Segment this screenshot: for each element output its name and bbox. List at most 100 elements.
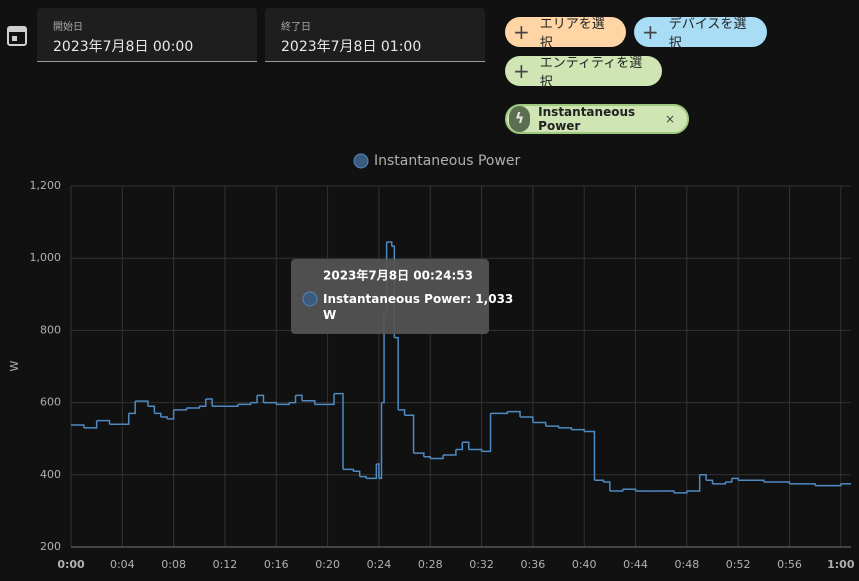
- power-step: [154, 412, 162, 418]
- entity-icon: ϟ: [509, 106, 531, 132]
- power-step: [257, 394, 265, 403]
- power-step: [699, 474, 707, 481]
- power-step: [250, 395, 258, 404]
- power-step: [353, 470, 361, 477]
- power-step: [584, 430, 596, 481]
- power-step: [520, 416, 534, 423]
- power-step: [712, 482, 727, 485]
- legend-label[interactable]: Instantaneous Power: [374, 153, 521, 169]
- power-step: [594, 479, 605, 483]
- x-tick-label: 0:28: [418, 558, 443, 571]
- power-step: [83, 420, 98, 429]
- power-step: [381, 312, 385, 404]
- power-step: [468, 448, 483, 452]
- x-tick-label: 0:56: [777, 558, 802, 571]
- power-step: [443, 449, 457, 456]
- power-step: [295, 394, 303, 401]
- power-step: [386, 241, 393, 247]
- tooltip-line: W: [323, 308, 336, 322]
- start-label: 開始日: [53, 22, 83, 33]
- power-step: [224, 404, 239, 407]
- power-step: [128, 401, 136, 415]
- x-tick-label: 0:20: [315, 558, 340, 571]
- power-step: [398, 409, 406, 416]
- tooltip: 2023年7月8日 00:24:53 Instantaneous Power: …: [291, 259, 513, 334]
- power-step: [763, 481, 791, 484]
- tooltip-text: Instantaneous Power: 1,033 W: [323, 292, 513, 322]
- start-date[interactable]: 開始日 2023年7月8日 00:00: [37, 8, 257, 62]
- power-step: [423, 456, 431, 459]
- entity-label: エンティティを選択: [539, 56, 643, 90]
- selected-entity[interactable]: ϟ Instantaneous Power ×: [505, 104, 689, 134]
- power-step: [622, 488, 637, 492]
- entity-chip[interactable]: + エンティティを選択: [505, 56, 662, 90]
- power-step: [394, 336, 399, 410]
- power-step: [186, 406, 201, 409]
- power-step: [205, 398, 213, 407]
- power-step: [342, 468, 355, 472]
- end-date[interactable]: 終了日 2023年7月8日 01:00: [265, 8, 485, 62]
- x-tick-label: 0:48: [674, 558, 699, 571]
- power-step: [490, 411, 508, 415]
- y-tick-label: 200: [40, 540, 61, 553]
- power-step: [674, 491, 688, 494]
- area-label: エリアを選択: [539, 17, 605, 51]
- x-tick-label: 0:12: [213, 558, 238, 571]
- power-step: [603, 481, 611, 492]
- power-step: [359, 475, 367, 479]
- power-step: [725, 478, 733, 483]
- x-tick-label: 0:40: [572, 558, 597, 571]
- power-step: [706, 479, 714, 484]
- power-step: [661, 490, 675, 493]
- x-tick-label: 1:00: [827, 558, 855, 571]
- power-step: [686, 474, 701, 492]
- power-step: [376, 463, 380, 479]
- power-step: [301, 400, 316, 405]
- power-step: [455, 442, 464, 451]
- tooltip-line: Instantaneous Power: 1,033: [323, 292, 513, 306]
- end-value: 2023年7月8日 01:00: [281, 39, 422, 55]
- power-step: [789, 483, 816, 486]
- power-step: [147, 405, 156, 414]
- power-step: [160, 416, 168, 419]
- power-step: [71, 424, 85, 428]
- power-step: [731, 477, 739, 481]
- y-tick-label: 600: [40, 396, 61, 409]
- remove-button[interactable]: ×: [664, 112, 675, 126]
- power-step: [558, 427, 573, 430]
- device-label: デバイスを選択: [668, 17, 747, 51]
- power-step: [609, 489, 624, 492]
- power-step: [122, 413, 130, 426]
- x-tick-label: 0:16: [264, 558, 289, 571]
- power-step: [413, 452, 425, 457]
- x-tick-label: 0:00: [57, 558, 85, 571]
- power-step: [532, 421, 547, 427]
- power-step: [289, 395, 297, 404]
- legend-swatch[interactable]: [353, 153, 369, 169]
- power-step: [430, 454, 444, 460]
- power-step: [263, 401, 278, 405]
- power-step: [167, 409, 175, 420]
- area-chip[interactable]: + エリアを選択: [505, 17, 626, 51]
- y-tick-label: 400: [40, 468, 61, 481]
- y-tick-label: 800: [40, 323, 61, 336]
- y-tick-label: 1,000: [30, 251, 62, 264]
- y-axis-label: W: [8, 360, 21, 371]
- start-value: 2023年7月8日 00:00: [53, 39, 194, 55]
- power-step: [738, 479, 765, 483]
- power-step: [135, 400, 149, 407]
- x-tick-label: 0:32: [469, 558, 494, 571]
- device-chip[interactable]: + デバイスを選択: [634, 17, 767, 51]
- calendar-icon[interactable]: [7, 26, 27, 46]
- power-step: [199, 398, 207, 407]
- power-step: [327, 393, 335, 406]
- power-step: [507, 410, 521, 418]
- y-tick-label: 1,200: [30, 179, 62, 192]
- x-tick-label: 0:04: [110, 558, 135, 571]
- x-tick-label: 0:44: [623, 558, 648, 571]
- power-step: [462, 441, 470, 450]
- end-label: 終了日: [281, 22, 311, 33]
- power-step: [96, 419, 111, 425]
